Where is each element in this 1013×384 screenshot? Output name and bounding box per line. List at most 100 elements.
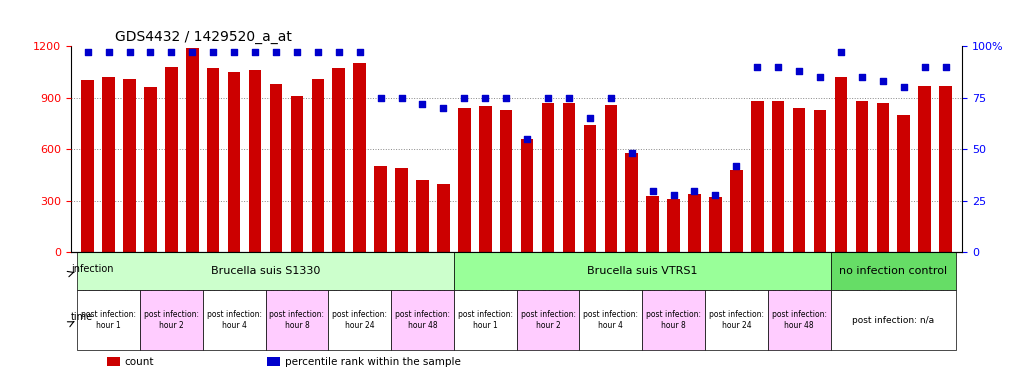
Bar (813, 110, 827, 253)
Bar (416, 180, 428, 253)
FancyBboxPatch shape (579, 290, 642, 350)
Point (373, 94, 389, 101)
Text: post infection:
hour 4: post infection: hour 4 (583, 310, 638, 330)
Point (393, 94, 409, 101)
Text: Brucella suis S1330: Brucella suis S1330 (211, 266, 320, 276)
FancyBboxPatch shape (77, 290, 140, 350)
Point (666, 192, 682, 198)
Bar (458, 108, 471, 253)
Point (436, 105, 452, 111)
Point (456, 94, 472, 101)
Point (540, 94, 556, 101)
Bar (207, 68, 220, 253)
Text: post infection:
hour 1: post infection: hour 1 (81, 310, 136, 330)
FancyBboxPatch shape (391, 290, 454, 350)
Point (100, 49, 116, 55)
Point (937, 64, 953, 70)
Text: post infection: n/a: post infection: n/a (852, 316, 934, 324)
Text: post infection:
hour 1: post infection: hour 1 (458, 310, 513, 330)
FancyBboxPatch shape (831, 253, 956, 290)
Text: post infection:
hour 48: post infection: hour 48 (395, 310, 450, 330)
Bar (688, 194, 701, 253)
Bar (81, 81, 94, 253)
Bar (625, 153, 638, 253)
Bar (668, 199, 680, 253)
Bar (876, 103, 889, 253)
Text: post infection:
hour 24: post infection: hour 24 (332, 310, 387, 330)
Bar (479, 106, 491, 253)
Point (519, 136, 535, 142)
Point (477, 94, 493, 101)
Point (791, 68, 807, 74)
Bar (395, 168, 408, 253)
Point (875, 78, 891, 84)
Text: infection: infection (71, 264, 113, 274)
Bar (772, 101, 784, 253)
Bar (165, 67, 177, 253)
Point (644, 187, 660, 194)
Point (226, 49, 242, 55)
Point (163, 49, 179, 55)
Point (687, 187, 703, 194)
Point (205, 49, 221, 55)
FancyBboxPatch shape (140, 290, 203, 350)
Point (750, 64, 766, 70)
Point (917, 64, 933, 70)
Text: post infection:
hour 48: post infection: hour 48 (772, 310, 827, 330)
Bar (375, 167, 387, 253)
FancyBboxPatch shape (768, 290, 831, 350)
Text: post infection:
hour 8: post infection: hour 8 (269, 310, 324, 330)
Bar (730, 170, 743, 253)
Bar (269, 84, 283, 253)
Point (895, 84, 912, 91)
Bar (939, 86, 952, 253)
Point (833, 49, 849, 55)
FancyBboxPatch shape (203, 290, 265, 350)
Point (414, 101, 431, 107)
Point (561, 94, 577, 101)
Text: time: time (71, 312, 93, 322)
Bar (354, 63, 366, 253)
Text: no infection control: no infection control (839, 266, 947, 276)
Point (267, 49, 284, 55)
FancyBboxPatch shape (642, 290, 705, 350)
Bar (605, 104, 617, 253)
Point (603, 94, 619, 101)
Bar (102, 77, 114, 253)
Point (352, 49, 368, 55)
FancyBboxPatch shape (831, 290, 956, 350)
Text: percentile rank within the sample: percentile rank within the sample (285, 357, 461, 367)
Bar (291, 96, 303, 253)
Text: count: count (125, 357, 154, 367)
Point (770, 64, 786, 70)
Bar (898, 115, 910, 253)
Point (247, 49, 263, 55)
Point (728, 163, 745, 169)
Point (80, 49, 96, 55)
Bar (228, 72, 240, 253)
Point (330, 49, 346, 55)
Point (707, 192, 723, 198)
Point (498, 94, 515, 101)
Bar (835, 77, 847, 253)
Bar (249, 70, 261, 253)
Bar (499, 110, 513, 253)
Bar (856, 101, 868, 253)
Point (581, 115, 598, 121)
Bar (646, 196, 658, 253)
FancyBboxPatch shape (77, 253, 454, 290)
FancyBboxPatch shape (705, 290, 768, 350)
Bar (583, 125, 596, 253)
Point (624, 150, 640, 157)
FancyBboxPatch shape (517, 290, 579, 350)
Bar (186, 48, 199, 253)
FancyBboxPatch shape (454, 253, 831, 290)
Text: post infection:
hour 2: post infection: hour 2 (144, 310, 199, 330)
FancyBboxPatch shape (265, 290, 328, 350)
Bar (438, 184, 450, 253)
Point (122, 49, 138, 55)
Bar (312, 79, 324, 253)
Text: GDS4432 / 1429520_a_at: GDS4432 / 1429520_a_at (115, 30, 293, 44)
Text: post infection:
hour 8: post infection: hour 8 (646, 310, 701, 330)
Point (289, 49, 305, 55)
